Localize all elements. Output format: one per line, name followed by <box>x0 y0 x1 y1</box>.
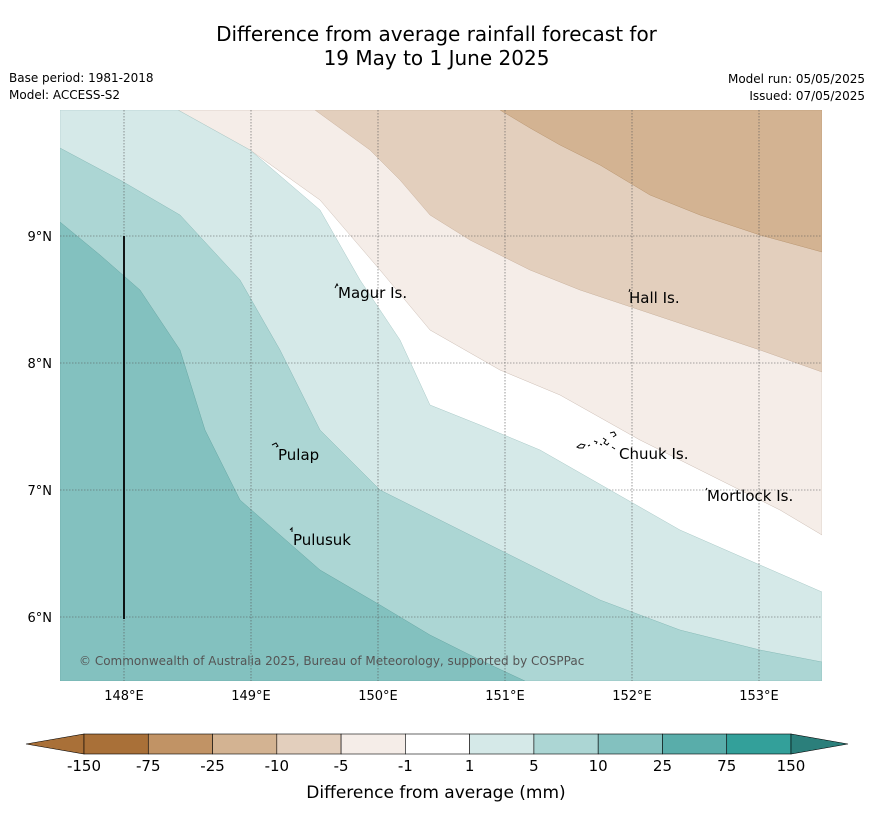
title-line-1: Difference from average rainfall forecas… <box>216 22 657 46</box>
place-label-pulap: Pulap <box>278 446 319 464</box>
lat-label-9: 9°N <box>28 230 53 245</box>
longitude-labels: 148°E 149°E 150°E 151°E 152°E 153°E <box>104 689 779 704</box>
band-wetter-plus10 <box>60 221 526 681</box>
lat-label-6: 6°N <box>28 611 53 626</box>
latitude-labels: 9°N 8°N 7°N 6°N <box>28 230 53 626</box>
base-period-text: Base period: 1981-2018 <box>9 71 154 85</box>
colorbar-tick-label: 10 <box>589 757 608 775</box>
colorbar-tick-label: -10 <box>265 757 290 775</box>
colorbar-extend-left <box>25 733 85 755</box>
colorbar-segment <box>405 733 470 755</box>
colorbar-segment <box>340 733 406 755</box>
colorbar-segment <box>726 733 792 755</box>
colorbar-tick-label: 1 <box>465 757 475 775</box>
colorbar-title: Difference from average (mm) <box>306 783 565 803</box>
colorbar-tick-label: -150 <box>67 757 101 775</box>
colorbar-segment <box>276 733 342 755</box>
model-text: Model: ACCESS-S2 <box>9 88 121 102</box>
colorbar-tick-label: -1 <box>398 757 413 775</box>
title-line-2: 19 May to 1 June 2025 <box>323 46 550 70</box>
map-area: Magur Is. Hall Is. Pulap Chuuk Is. Mortl… <box>60 110 822 681</box>
colorbar-segment <box>83 733 149 755</box>
lon-label-150: 150°E <box>358 689 398 704</box>
lon-label-152: 152°E <box>612 689 652 704</box>
meta-right: Model run: 05/05/2025 Issued: 07/05/2025 <box>728 71 865 105</box>
place-label-mortlock: Mortlock Is. <box>707 487 793 505</box>
colorbar-tick-label: -25 <box>200 757 225 775</box>
colorbar-tick-label: 150 <box>777 757 806 775</box>
lon-label-148: 148°E <box>104 689 144 704</box>
band-drier-minus25 <box>499 110 822 253</box>
colorbar-tick-label: 5 <box>529 757 539 775</box>
place-label-magur: Magur Is. <box>338 284 407 302</box>
colorbar-segment <box>662 733 728 755</box>
place-label-hall: Hall Is. <box>629 289 680 307</box>
lon-label-151: 151°E <box>485 689 525 704</box>
colorbar-tick-label: -5 <box>334 757 349 775</box>
colorbar-segment <box>469 733 535 755</box>
model-run-text: Model run: 05/05/2025 <box>727 72 865 86</box>
colorbar-segment <box>533 733 599 755</box>
colorbar-tick-label: 75 <box>717 757 736 775</box>
issued-text: Issued: 07/05/2025 <box>749 89 865 103</box>
island-shapes <box>271 282 708 532</box>
place-label-chuuk: Chuuk Is. <box>619 445 688 463</box>
colorbar-tick-label: -75 <box>136 757 161 775</box>
colorbar-extend-right <box>790 733 849 755</box>
meta-left: Base period: 1981-2018 Model: ACCESS-S2 <box>9 70 154 104</box>
place-label-pulusuk: Pulusuk <box>293 531 351 549</box>
colorbar-segment <box>212 733 278 755</box>
colorbar <box>25 733 849 755</box>
lon-label-149: 149°E <box>231 689 271 704</box>
colorbar-segment <box>597 733 663 755</box>
map-title: Difference from average rainfall forecas… <box>0 22 873 70</box>
lon-label-153: 153°E <box>739 689 779 704</box>
lat-label-7: 7°N <box>28 484 53 499</box>
colorbar-tick-label: 25 <box>653 757 672 775</box>
copyright-text: © Commonwealth of Australia 2025, Bureau… <box>79 654 584 668</box>
lat-label-8: 8°N <box>28 357 53 372</box>
colorbar-segment <box>147 733 213 755</box>
colorbar-ticks: -150 -75 -25 -10 -5 -1 1 5 10 25 75 150 <box>67 757 805 775</box>
